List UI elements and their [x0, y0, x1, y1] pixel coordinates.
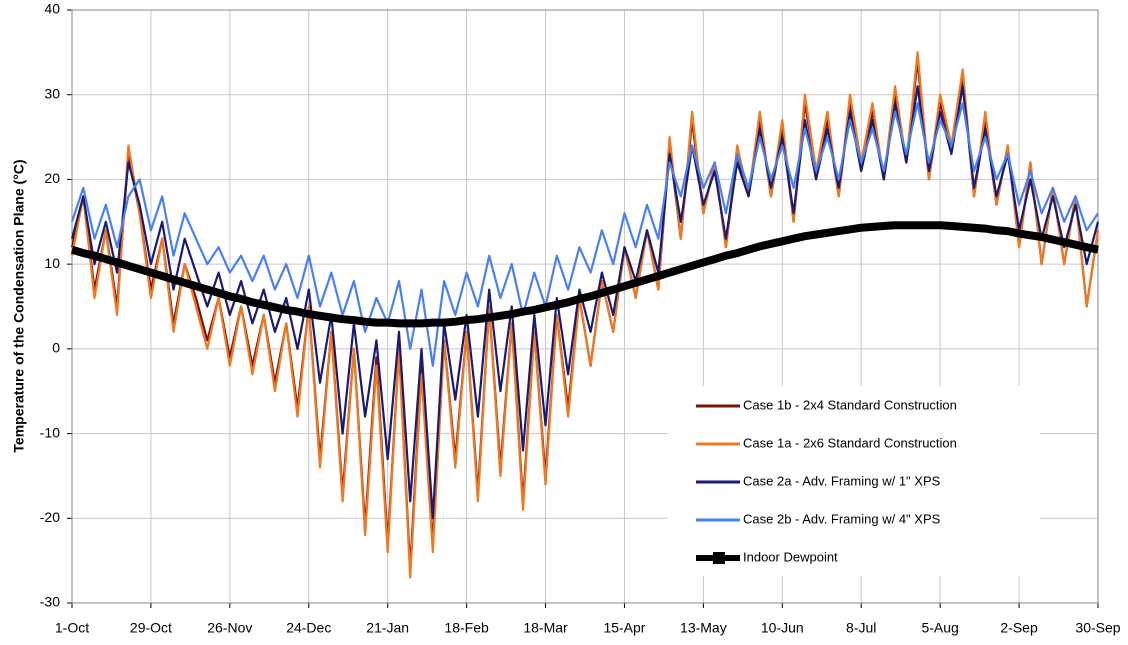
x-tick-label: 10-Jun [761, 620, 804, 636]
plot-border [71, 9, 1099, 604]
legend-label: Case 2b - Adv. Framing w/ 4" XPS [743, 511, 941, 526]
x-tick-label: 18-Feb [444, 620, 489, 636]
x-tick-label: 24-Dec [286, 620, 331, 636]
y-axis-label: Temperature of the Condensation Plane (°… [11, 159, 27, 452]
x-tick-label: 2-Sep [1000, 620, 1038, 636]
legend-label: Case 2a - Adv. Framing w/ 1" XPS [743, 473, 941, 488]
x-tick-label: 18-Mar [523, 620, 568, 636]
x-tick-label: 1-Oct [55, 620, 89, 636]
legend-label: Case 1a - 2x6 Standard Construction [743, 435, 957, 450]
x-tick-label: 30-Sep [1075, 620, 1120, 636]
legend: Case 1b - 2x4 Standard Construction Case … [668, 386, 1040, 576]
y-tick-label: 20 [44, 170, 60, 186]
y-tick-label: 10 [44, 255, 60, 271]
y-tick-label: -30 [40, 594, 60, 610]
y-tick-label: 30 [44, 85, 60, 101]
x-tick-label: 8-Jul [846, 620, 876, 636]
legend-label: Indoor Dewpoint [743, 549, 838, 564]
legend-marker [713, 552, 725, 564]
y-tick-label: 0 [52, 340, 60, 356]
legend-label: Case 1b - 2x4 Standard Construction [743, 397, 957, 412]
y-tick-label: -20 [40, 509, 60, 525]
x-tick-label: 5-Aug [921, 620, 958, 636]
x-tick-label: 15-Apr [603, 620, 645, 636]
x-tick-label: 26-Nov [207, 620, 252, 636]
series-line [70, 221, 1099, 328]
x-tick-label: 21-Jan [366, 620, 409, 636]
x-tick-label: 13-May [680, 620, 727, 636]
series-line [70, 102, 1099, 367]
x-tick-label: 29-Oct [130, 620, 172, 636]
y-tick-label: -10 [40, 424, 60, 440]
y-tick-label: 40 [44, 1, 60, 17]
